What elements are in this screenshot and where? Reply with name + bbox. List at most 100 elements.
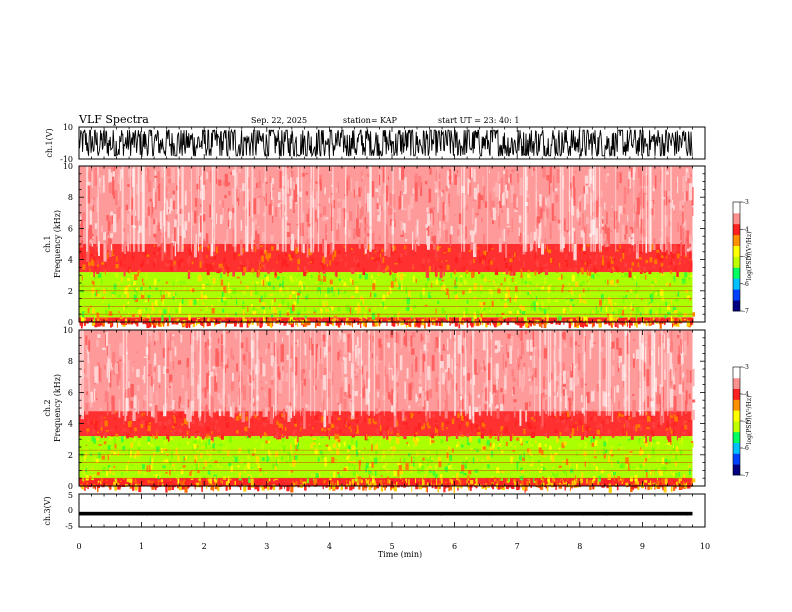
ch2-spectral-cell (134, 478, 136, 483)
ch1-spectral-cell (195, 233, 197, 249)
ch2-spectral-cell (470, 448, 473, 450)
ch2-spectral-cell (383, 419, 386, 422)
ch1-colorbar-cell (733, 260, 740, 263)
ch1-spectral-cell (389, 219, 392, 226)
ch1-spectral-cell (634, 317, 636, 323)
ch1-spectral-cell (91, 280, 94, 285)
ch1-spectral-cell (624, 263, 627, 268)
ch1-spectral-cell (449, 319, 451, 326)
ch2-spectral-cell (158, 472, 161, 478)
ch2-spectral-cell (289, 462, 292, 467)
ch2-spectral-cell (575, 419, 577, 424)
ch2-spectral-cell (347, 445, 351, 450)
ch2-spectral-cell (655, 468, 657, 472)
ch2-spectral-cell (464, 459, 468, 465)
ch1-spectral-cell (129, 269, 131, 274)
ch1-spectral-cell (361, 246, 364, 248)
ch1-spectral-cell (127, 184, 131, 187)
ch2-spectral-cell (326, 418, 329, 426)
ch1-spectral-cell (515, 310, 520, 315)
ch2-spectral-cell (119, 479, 123, 481)
ch1-spectral-cell (131, 197, 134, 210)
ch1-spectral-cell (639, 209, 641, 228)
ch2-spectral-cell (147, 436, 150, 442)
ch1-spectral-cell (268, 204, 272, 215)
ch1-spectral-cell (490, 211, 493, 218)
ch2-spectral-cell (207, 470, 211, 475)
ch1-spectral-cell (326, 321, 330, 327)
ch1-spectral-cell (336, 219, 338, 230)
ch1-spectral-cell (364, 223, 368, 228)
ch2-spectral-cell (676, 481, 678, 487)
ch1-spectral-cell (501, 209, 504, 213)
ch2-spectral-cell (453, 485, 455, 493)
ch1-spectral-cell (255, 233, 259, 247)
ch1-spectral-cell (511, 254, 514, 259)
ch1-spectral-cell (381, 302, 384, 308)
ch2-spectral-cell (617, 478, 620, 482)
ch1-spectral-cell (523, 315, 528, 322)
ch2-spectral-cell (349, 480, 353, 482)
ch1-spectral-cell (310, 274, 313, 279)
ch1-spectral-cell (253, 200, 256, 206)
ch1-spectral-cell (178, 236, 180, 246)
ch2-spectral-cell (107, 455, 110, 461)
ch1-spectral-cell (252, 273, 254, 275)
ch2-spectral-cell (112, 472, 115, 475)
ch1-spectral-cell (343, 282, 346, 287)
ch1-spectral-cell (375, 261, 378, 263)
ch1-spectral-cell (687, 173, 691, 181)
ch1-spectral-cell (449, 169, 452, 185)
ch2-spectral-cell (651, 470, 655, 478)
ch1-spectral-cell (614, 303, 617, 305)
ch2-spectrogram-image (79, 330, 696, 493)
ch2-spectral-cell (603, 451, 606, 459)
ch2-spectral-cell (192, 471, 195, 478)
ch1-spectral-cell (104, 317, 108, 321)
ch1-spectral-cell (208, 276, 210, 280)
ch1-spectral-cell (373, 307, 376, 312)
ch1-spectral-cell (159, 211, 162, 230)
ch1-spectral-cell (337, 207, 341, 226)
ch2-spectral-cell (281, 445, 286, 452)
ch2-spectral-cell (163, 440, 167, 445)
ch2-spectral-cell (206, 485, 208, 489)
ch1-spectral-cell (431, 280, 435, 284)
ch1-spectral-cell (284, 253, 287, 257)
ch1-spectral-cell (223, 300, 227, 306)
ch1-spectral-cell (527, 269, 530, 273)
ch1-spectral-cell (405, 321, 409, 325)
ch2-spectral-cell (203, 466, 205, 470)
ch1-spectral-cell (172, 194, 176, 201)
ch2-spectral-cell (148, 465, 151, 472)
ch1-spectral-cell (332, 269, 335, 272)
ch1-spectral-cell (306, 200, 309, 203)
ch2-spectral-cell (107, 479, 110, 487)
ch1-spectral-cell (150, 212, 153, 219)
ch1-spectral-cell (105, 309, 108, 314)
ch2-spectral-cell (522, 457, 525, 462)
ch1-spectral-cell (162, 321, 165, 324)
ch2-spectral-cell (331, 457, 335, 464)
ch1-spectral-cell (310, 241, 314, 254)
ch2-spectral-cell (317, 472, 321, 479)
ch1-spectral-cell (500, 283, 503, 286)
ch2-spectral-cell (560, 413, 563, 421)
ch1-spectral-cell (274, 271, 277, 276)
ch1-spectral-cell (110, 233, 114, 238)
ch2-spectral-cell (269, 484, 273, 490)
ch1-spectral-cell (94, 167, 97, 186)
ch2-spectral-cell (422, 457, 425, 461)
ch2-spectral-cell (362, 411, 366, 417)
ch2-spectral-cell (596, 429, 600, 435)
ch2-spectral-cell (562, 469, 566, 474)
ch2-spectral-cell (106, 471, 108, 477)
ch1-spectral-cell (261, 232, 265, 242)
ch1-spectral-cell (168, 178, 171, 184)
ch2-spectral-cell (521, 480, 524, 488)
ch1-spectral-cell (482, 175, 484, 187)
ch2-spectral-cell (208, 478, 211, 482)
ch2-spectral-cell (489, 442, 492, 447)
ch2-spectral-cell (551, 467, 554, 469)
ch1-spectral-cell (552, 286, 555, 293)
